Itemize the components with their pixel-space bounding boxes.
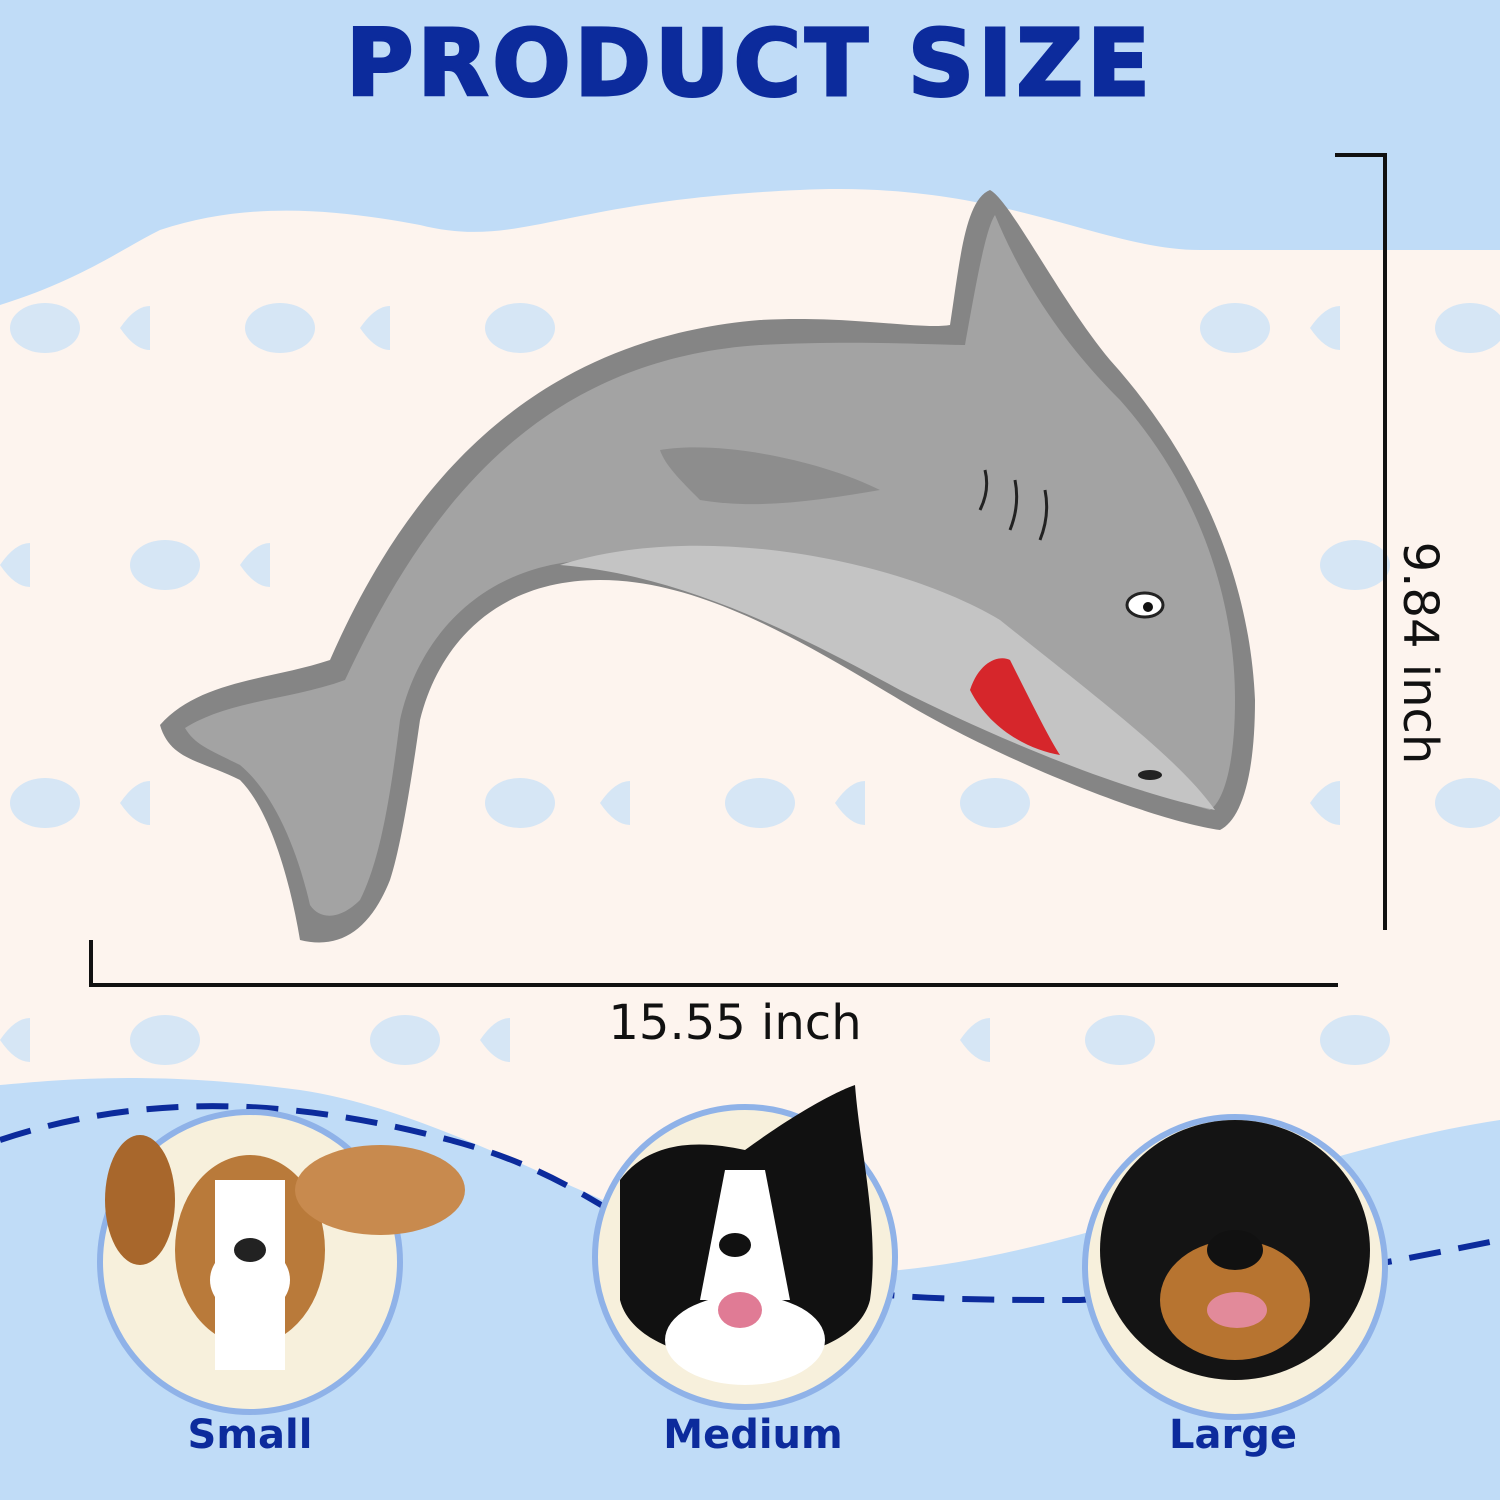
medium-dog-label: Medium	[663, 1412, 843, 1458]
small-dog-label: Small	[187, 1412, 313, 1458]
dog-circles	[97, 1085, 1388, 1420]
shark-toy-image	[160, 190, 1255, 943]
large-dog-label: Large	[1169, 1412, 1297, 1458]
height-label: 9.84 inch	[1392, 541, 1448, 765]
width-dimension-line	[89, 940, 1338, 987]
page-title: PRODUCT SIZE	[345, 9, 1154, 119]
fish-pattern	[0, 303, 1500, 1065]
height-dimension-line	[1335, 153, 1387, 930]
width-label: 15.55 inch	[608, 995, 862, 1051]
